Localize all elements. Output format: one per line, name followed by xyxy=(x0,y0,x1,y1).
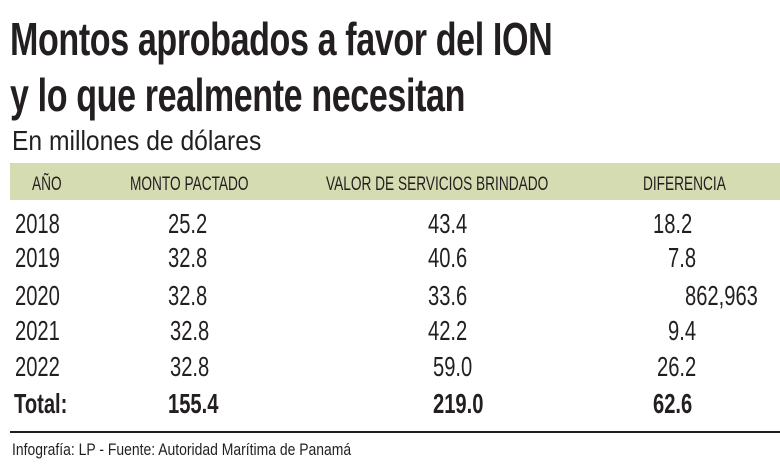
cell-valor-servicios: 42.2 xyxy=(428,315,468,346)
total-label: Total: xyxy=(14,388,68,419)
cell-diferencia: 862,963 xyxy=(685,280,758,311)
cell-monto-pactado: 32.8 xyxy=(168,242,208,273)
cell-monto-pactado: 32.8 xyxy=(168,280,208,311)
cell-year: 2022 xyxy=(15,351,60,382)
total-monto: 155.4 xyxy=(168,388,219,419)
header-valor-servicios: VALOR DE SERVICIOS BRINDADO xyxy=(326,174,549,195)
cell-valor-servicios: 33.6 xyxy=(428,280,468,311)
footer-divider xyxy=(10,431,780,433)
cell-diferencia: 9.4 xyxy=(668,315,697,346)
title-line-2: y lo que realmente necesitan xyxy=(10,69,466,121)
header-monto-pactado: MONTO PACTADO xyxy=(130,174,249,195)
cell-diferencia: 18.2 xyxy=(653,208,693,239)
total-diferencia: 62.6 xyxy=(653,388,693,419)
header-band xyxy=(10,163,780,200)
cell-valor-servicios: 43.4 xyxy=(428,208,468,239)
cell-monto-pactado: 32.8 xyxy=(170,315,210,346)
source-footer: Infografía: LP - Fuente: Autoridad Marít… xyxy=(12,440,352,459)
cell-monto-pactado: 32.8 xyxy=(170,351,210,382)
total-valor: 219.0 xyxy=(433,388,484,419)
header-year: AÑO xyxy=(32,174,62,195)
cell-monto-pactado: 25.2 xyxy=(168,208,208,239)
cell-year: 2020 xyxy=(15,280,60,311)
cell-diferencia: 7.8 xyxy=(668,242,697,273)
cell-year: 2018 xyxy=(15,208,60,239)
cell-diferencia: 26.2 xyxy=(657,351,697,382)
header-diferencia: DIFERENCIA xyxy=(643,174,726,195)
cell-valor-servicios: 59.0 xyxy=(433,351,473,382)
cell-year: 2019 xyxy=(15,242,60,273)
cell-valor-servicios: 40.6 xyxy=(428,242,468,273)
title-line-1: Montos aprobados a favor del ION xyxy=(10,13,553,65)
cell-year: 2021 xyxy=(15,315,60,346)
subtitle: En millones de dólares xyxy=(12,125,262,156)
